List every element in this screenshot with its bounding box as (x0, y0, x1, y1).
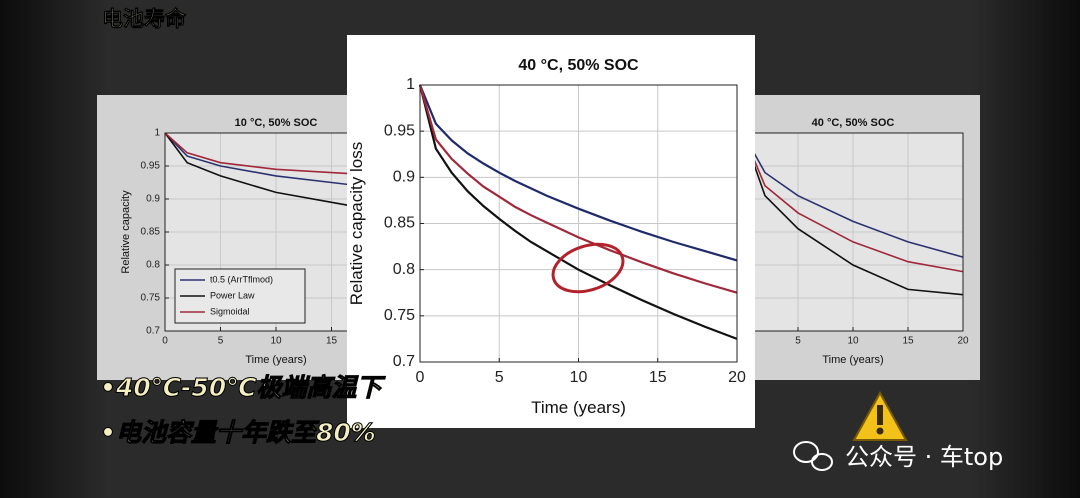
x-axis-label: Time (years) (822, 354, 883, 366)
series-line (418, 84, 738, 262)
series-line (742, 132, 964, 258)
warning-icon-mark (877, 405, 883, 425)
x-tick-label: 20 (728, 369, 746, 386)
x-axis-label: Time (years) (245, 354, 306, 366)
series-line (742, 132, 964, 296)
x-tick-label: 10 (570, 369, 588, 386)
y-tick-label: 1 (154, 128, 160, 139)
x-tick-label: 0 (162, 336, 168, 347)
y-axis-label: Relative capacity loss (347, 142, 366, 305)
series-line (742, 132, 964, 273)
y-tick-label: 0.8 (146, 260, 160, 271)
y-tick-label: 0.9 (393, 169, 415, 186)
y-tick-label: 0.7 (146, 326, 160, 337)
plot-frame (419, 84, 738, 363)
x-tick-label: 20 (957, 336, 969, 347)
y-tick-label: 0.85 (141, 227, 161, 238)
y-axis-label: Relative capacity (120, 190, 132, 274)
x-tick-label: 10 (847, 336, 859, 347)
caption: •40℃-50℃极端高温下 (100, 373, 386, 402)
y-tick-label: 0.7 (393, 353, 415, 370)
x-tick-label: 5 (218, 336, 224, 347)
y-tick-label: 0.95 (141, 161, 161, 172)
x-axis-label: Time (years) (531, 398, 626, 417)
charts: 0.70.750.80.850.90.9510510152010 °C, 50%… (97, 35, 980, 428)
watermark: 公众号 · 车top (845, 443, 1003, 471)
x-tick-label: 0 (416, 369, 425, 386)
y-tick-label: 0.95 (384, 122, 415, 139)
y-tick-label: 0.8 (393, 261, 415, 278)
warning-icon-dot (876, 427, 884, 435)
wechat-icon (793, 441, 833, 471)
legend-label: Power Law (210, 290, 255, 300)
x-tick-label: 15 (649, 369, 667, 386)
y-tick-label: 0.75 (141, 293, 161, 304)
series-line (164, 132, 388, 213)
legend-label: Sigmoidal (210, 306, 250, 316)
chart-title: 10 °C, 50% SOC (235, 117, 318, 129)
series-line (164, 132, 388, 177)
series-line (164, 132, 388, 190)
annotation-circle (551, 242, 625, 294)
chart-title: 40 °C, 50% SOC (518, 57, 639, 74)
chart-title: 40 °C, 50% SOC (812, 117, 895, 129)
series-line (418, 84, 738, 294)
x-tick-label: 10 (270, 336, 282, 347)
y-tick-label: 0.9 (146, 194, 160, 205)
x-tick-label: 15 (326, 336, 338, 347)
x-tick-label: 15 (902, 336, 914, 347)
series-line (418, 84, 738, 340)
legend-label: t0.5 (ArrTflmod) (210, 274, 273, 284)
y-tick-label: 0.75 (384, 307, 415, 324)
x-tick-label: 5 (795, 336, 801, 347)
caption: •电池容量十年跌至80% (100, 418, 376, 447)
video-title: 电池寿命 (102, 7, 187, 31)
y-tick-label: 0.85 (384, 215, 415, 232)
y-tick-label: 1 (406, 76, 415, 93)
x-tick-label: 5 (495, 369, 504, 386)
